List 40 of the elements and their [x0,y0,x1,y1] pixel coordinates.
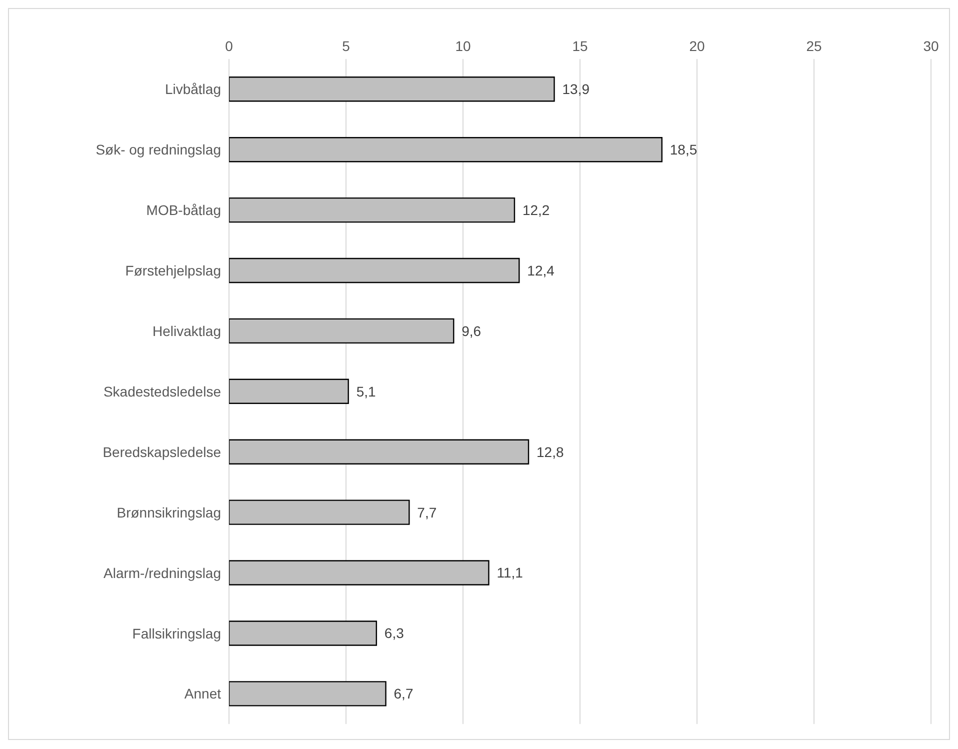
data-label: 9,6 [462,322,482,339]
data-label: 7,7 [417,504,437,520]
x-tick-label: 20 [689,38,705,54]
bar [229,681,386,706]
y-tick-label: Brønnsikringslag [116,504,221,520]
y-tick-label: Skadestedsledelse [103,383,222,400]
y-tick-label: MOB-båtlag [146,202,221,218]
x-tick-label: 30 [923,38,939,54]
bar [229,76,555,102]
bar [229,439,530,464]
y-tick-label: Fallsikringslag [132,625,221,642]
y-tick-label: Livbåtlag [164,81,221,98]
y-tick-label: Beredskapsledelse [102,444,222,460]
data-label: 18,5 [670,142,698,158]
bar [229,258,520,284]
data-label: 12,8 [536,444,564,460]
bar [229,197,516,223]
y-tick-label: Søk- og redningslag [96,142,221,158]
bar [229,620,378,646]
data-label: 12,2 [522,202,550,218]
x-tick-label: 25 [806,38,822,54]
bar [229,378,349,404]
bar [229,136,662,162]
y-tick-label: Annet [184,686,222,702]
data-label: 6,7 [394,686,414,702]
y-tick-label: Alarm-/redningslag [104,564,221,581]
bar [229,318,454,344]
x-tick-label: 10 [455,38,471,54]
data-label: 6,3 [384,625,404,642]
y-tick-label: Helivaktlag [152,323,221,340]
data-label: 5,1 [356,383,376,400]
x-tick-label: 0 [225,38,234,54]
data-label: 13,9 [562,81,590,98]
data-label: 11,1 [496,564,524,581]
x-tick-label: 15 [572,38,588,54]
bar [229,560,490,586]
bar [229,500,410,525]
data-label: 12,4 [527,262,555,278]
y-tick-label: Førstehjelpslag [125,262,221,279]
x-tick-label: 5 [342,38,350,54]
